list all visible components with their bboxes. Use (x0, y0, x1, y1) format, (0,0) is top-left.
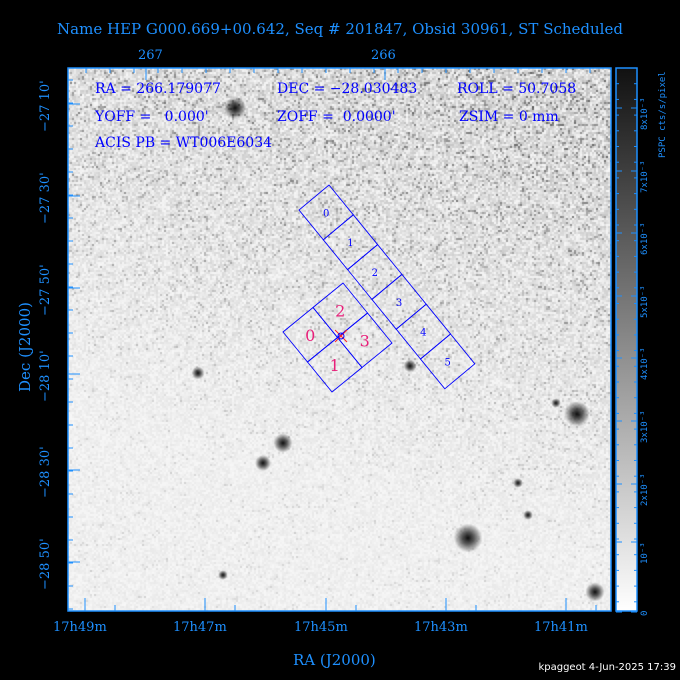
acis-s-chip-label: 4 (420, 328, 426, 339)
colorbar-tick-label: 7x10⁻³ (640, 160, 650, 193)
yoff-readout: YOFF = 0.000' (95, 109, 209, 125)
aimpoint-marker (334, 329, 348, 343)
acis-i-chip-label: 3 (360, 331, 370, 350)
acis-s-chip-label: 2 (372, 268, 378, 279)
acis-s-chip-label: 5 (444, 357, 450, 368)
colorbar-tick-label: 10⁻³ (640, 542, 650, 564)
left-tick-label: −27 10' (38, 80, 53, 132)
bottom-tick-label: 17h47m (173, 620, 227, 635)
zsim-readout: ZSIM = 0 mm (459, 109, 559, 125)
bottom-tick-label: 17h41m (534, 620, 588, 635)
acis-pb-readout: ACIS PB = WT006E6034 (95, 135, 273, 151)
acis-s-chip-label: 3 (396, 298, 402, 309)
bottom-tick-label: 17h45m (294, 620, 348, 635)
colorbar (615, 67, 638, 612)
left-tick-label: −28 30' (38, 446, 53, 498)
acis-i-chip (336, 312, 393, 369)
colorbar-tick-label: 4x10⁻³ (640, 347, 650, 380)
colorbar-tick-label: 2x10⁻³ (640, 473, 650, 506)
footer-credit: kpaggeot 4-Jun-2025 17:39 (538, 662, 676, 673)
left-tick-label: −28 10' (38, 350, 53, 402)
left-tick-label: −27 50' (38, 264, 53, 316)
bottom-tick-label: 17h49m (53, 620, 107, 635)
colorbar-tick-label: 5x10⁻³ (640, 285, 650, 318)
acis-i-chip-label: 1 (330, 356, 340, 375)
colorbar-tick-label: 8x10⁻³ (640, 97, 650, 130)
plot-frame (67, 67, 612, 612)
dec-readout: DEC = −28.030483 (277, 81, 418, 97)
acis-i-chip-label: 0 (305, 326, 315, 345)
colorbar-label: PSPC cts/s/pixel (658, 71, 668, 158)
acis-s-chip (419, 333, 476, 390)
top-tick-label: 267 (138, 48, 163, 63)
zoff-readout: ZOFF = 0.0000' (277, 109, 396, 125)
acis-s-chip-label: 1 (347, 238, 353, 249)
y-axis-label: Dec (J2000) (16, 302, 34, 392)
roll-readout: ROLL = 50.7058 (457, 81, 577, 97)
left-tick-label: −28 50' (38, 538, 53, 590)
colorbar-tick-label: 0 (640, 610, 650, 616)
colorbar-tick-label: 6x10⁻³ (640, 222, 650, 255)
top-tick-label: 266 (371, 48, 396, 63)
left-tick-label: −27 30' (38, 172, 53, 224)
colorbar-tick-label: 3x10⁻³ (640, 410, 650, 443)
x-axis-label: RA (J2000) (293, 651, 376, 669)
ra-readout: RA = 266.179077 (95, 81, 221, 97)
acis-s-chip-label: 0 (323, 208, 329, 219)
page-title: Name HEP G000.669+00.642, Seq # 201847, … (57, 20, 623, 38)
acis-i-chip-label: 2 (335, 301, 345, 320)
bottom-tick-label: 17h43m (414, 620, 468, 635)
